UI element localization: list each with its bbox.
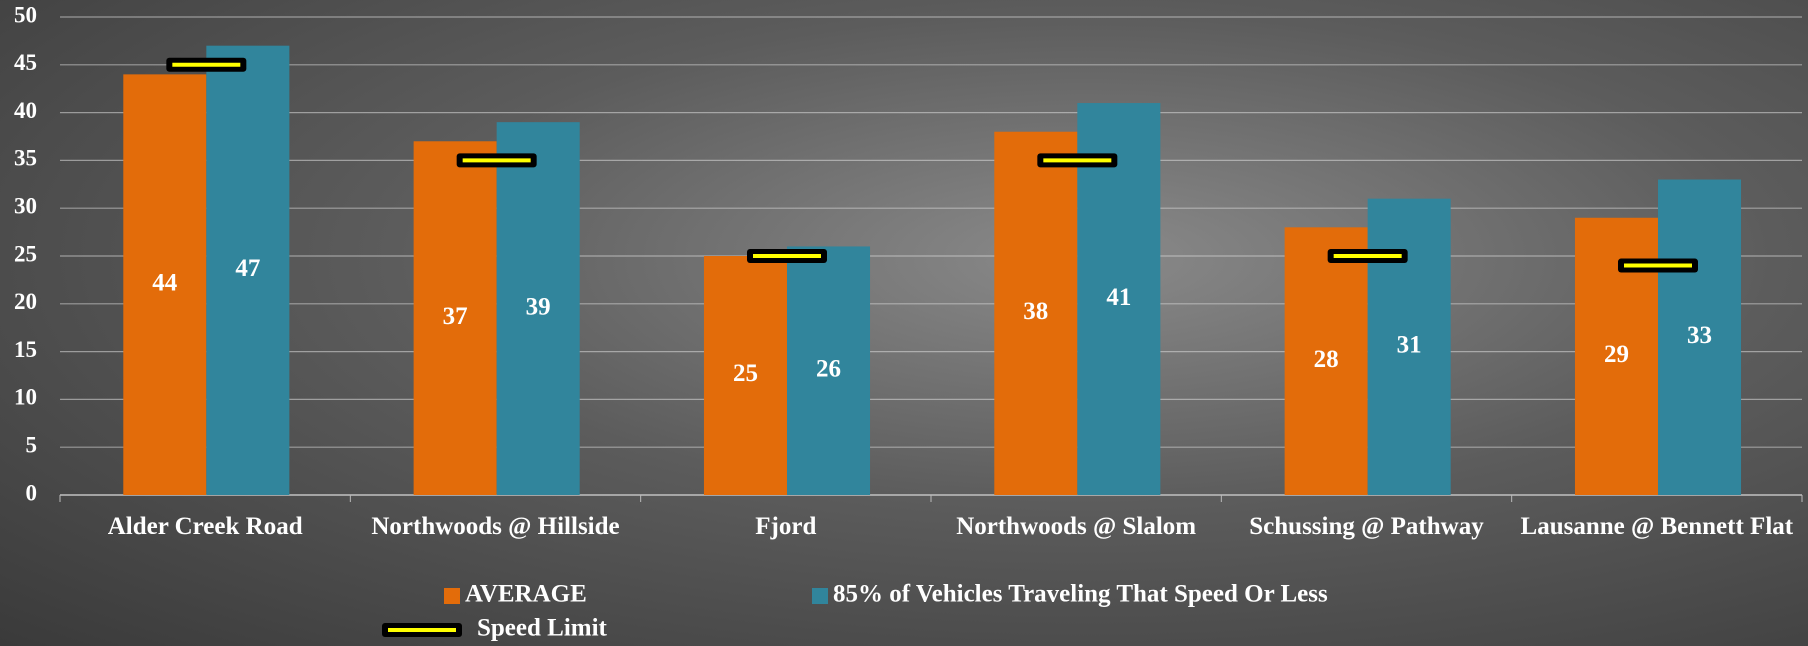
speed-limit-marker [1618,259,1698,273]
x-tick-label: Fjord [646,512,926,542]
y-tick-label: 45 [14,50,37,75]
x-tick-label: Northwoods @ Hillside [355,512,635,542]
data-label: 31 [1397,332,1422,359]
speed-limit-marker [166,58,246,72]
legend-label: Speed Limit [477,615,608,642]
y-tick-label: 10 [14,385,37,410]
x-tick-label: Alder Creek Road [65,512,345,542]
y-tick-label: 35 [14,146,37,171]
legend-label: 85% of Vehicles Traveling That Speed Or … [833,581,1328,608]
chart: 0 5 10 15 20 25 30 35 40 45 50 44 47 37 39 25 26 38 41 28 31… [0,0,1808,646]
legend-label: AVERAGE [465,581,587,608]
x-tick-label: Lausanne @ Bennett Flat [1517,512,1797,542]
y-tick-label: 5 [26,432,38,457]
data-label: 28 [1314,346,1339,373]
y-tick-label: 40 [14,98,37,123]
data-label: 29 [1604,341,1629,368]
speed-limit-marker [457,153,537,167]
data-label: 47 [235,255,260,282]
y-tick-label: 25 [14,241,37,266]
y-tick-label: 15 [14,337,37,362]
y-tick-label: 30 [14,193,37,218]
data-label: 41 [1106,284,1131,311]
x-tick-label: Schussing @ Pathway [1226,512,1506,542]
data-label: 26 [816,355,841,382]
y-tick-label: 50 [14,2,37,27]
x-tick-label: Northwoods @ Slalom [936,512,1216,542]
y-tick-label: 0 [26,480,38,505]
speed-limit-marker [1037,153,1117,167]
data-label: 38 [1023,298,1048,325]
data-label: 33 [1687,322,1712,349]
data-label: 39 [526,293,551,320]
legend-swatch [812,588,828,604]
speed-limit-marker [382,623,462,637]
data-label: 25 [733,360,758,387]
data-label: 37 [443,303,468,330]
legend-swatch [444,588,460,604]
speed-limit-marker [1328,249,1408,263]
page: 0 5 10 15 20 25 30 35 40 45 50 44 47 37 39 25 26 38 41 28 31… [0,0,1808,646]
y-tick-label: 20 [14,289,37,314]
data-label: 44 [152,269,178,296]
speed-limit-marker [747,249,827,263]
